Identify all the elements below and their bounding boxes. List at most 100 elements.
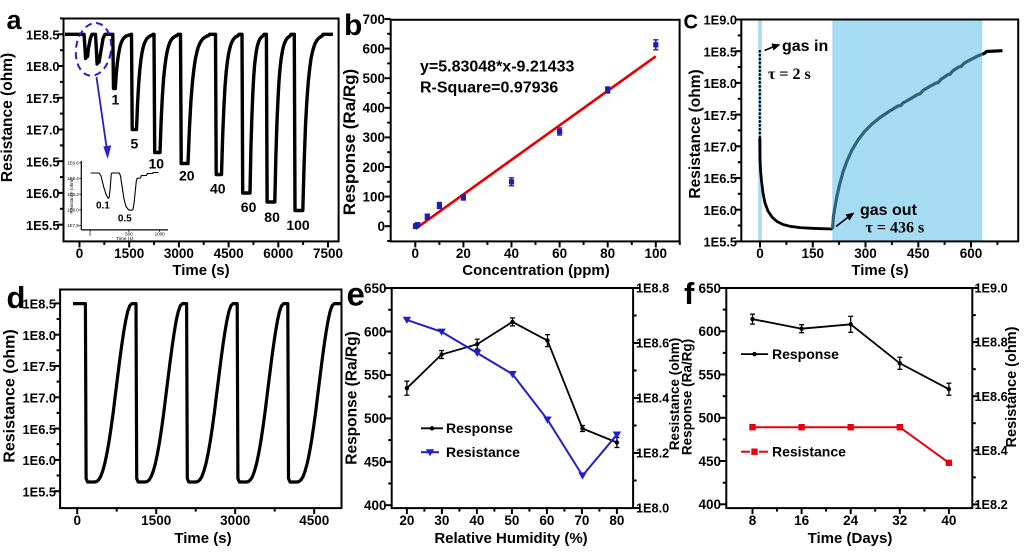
svg-text:600: 600 [362, 41, 385, 56]
svg-text:40: 40 [941, 513, 956, 528]
svg-text:1E6.0: 1E6.0 [704, 203, 737, 218]
svg-text:100: 100 [362, 189, 385, 204]
svg-text:400: 400 [364, 498, 387, 513]
svg-text:Response (Ra/Rg): Response (Ra/Rg) [344, 331, 361, 465]
svg-text:Time (s): Time (s) [174, 530, 231, 547]
svg-text:400: 400 [698, 497, 721, 512]
svg-text:1E7.8: 1E7.8 [67, 223, 79, 228]
svg-text:1E6.5: 1E6.5 [23, 422, 56, 437]
svg-text:650: 650 [364, 281, 387, 296]
svg-text:20: 20 [399, 513, 414, 528]
svg-text:1E7.0: 1E7.0 [26, 123, 59, 138]
svg-text:40: 40 [210, 181, 226, 197]
svg-text:Resistance (ohm): Resistance (ohm) [1004, 326, 1020, 447]
svg-text:y=5.83048*x-9.21433: y=5.83048*x-9.21433 [420, 59, 574, 76]
svg-text:80: 80 [600, 246, 615, 261]
svg-text:40: 40 [469, 513, 484, 528]
svg-text:1E8.4: 1E8.4 [67, 176, 79, 181]
svg-text:1E6.5: 1E6.5 [26, 154, 59, 169]
svg-text:1E8.5: 1E8.5 [704, 44, 737, 59]
svg-text:32: 32 [892, 513, 907, 528]
svg-text:1E8.6: 1E8.6 [67, 160, 79, 165]
svg-text:60: 60 [552, 246, 567, 261]
svg-text:550: 550 [364, 368, 387, 383]
svg-text:0: 0 [76, 246, 84, 261]
svg-text:300: 300 [362, 130, 385, 145]
svg-text:e: e [347, 276, 365, 313]
svg-text:3000: 3000 [220, 513, 250, 528]
svg-text:1E9.0: 1E9.0 [975, 282, 1008, 296]
svg-text:10: 10 [149, 156, 165, 172]
svg-text:1E8.6: 1E8.6 [975, 390, 1008, 404]
svg-text:1E5.5: 1E5.5 [704, 235, 737, 250]
svg-text:a: a [7, 5, 23, 35]
svg-text:600: 600 [364, 324, 387, 339]
svg-text:300: 300 [854, 246, 877, 261]
svg-text:Response (Ra/Rg): Response (Ra/Rg) [340, 69, 359, 215]
svg-text:1E7.0: 1E7.0 [23, 391, 56, 406]
svg-text:1E8.0: 1E8.0 [704, 76, 737, 91]
svg-text:0: 0 [73, 513, 81, 528]
svg-text:700: 700 [362, 12, 385, 27]
svg-text:450: 450 [907, 246, 930, 261]
svg-text:b: b [344, 9, 362, 42]
svg-text:Relative Humidity (%): Relative Humidity (%) [434, 530, 587, 547]
svg-text:1E8.0: 1E8.0 [67, 208, 79, 213]
svg-text:1E7.5: 1E7.5 [23, 359, 56, 374]
svg-text:16: 16 [794, 513, 810, 528]
svg-text:0: 0 [756, 246, 764, 261]
svg-text:40: 40 [504, 246, 519, 261]
svg-text:Time (Days): Time (Days) [808, 530, 893, 547]
svg-text:1E8.5: 1E8.5 [23, 297, 56, 312]
svg-text:τ = 436 s: τ = 436 s [866, 220, 925, 237]
svg-text:1000: 1000 [155, 231, 166, 236]
svg-text:70: 70 [574, 513, 589, 528]
svg-text:d: d [7, 280, 26, 315]
svg-text:1: 1 [112, 92, 120, 108]
svg-text:1E8.8: 1E8.8 [636, 282, 669, 296]
svg-text:550: 550 [698, 367, 721, 382]
svg-text:1E7.5: 1E7.5 [26, 91, 59, 106]
svg-text:80: 80 [609, 513, 624, 528]
svg-text:60: 60 [539, 513, 554, 528]
svg-text:4500: 4500 [299, 513, 329, 528]
svg-text:24: 24 [843, 513, 859, 528]
svg-text:Response (Ra/Rg): Response (Ra/Rg) [680, 339, 695, 455]
svg-text:80: 80 [264, 209, 280, 225]
svg-text:30: 30 [434, 513, 449, 528]
svg-text:1E6.0: 1E6.0 [23, 453, 56, 468]
svg-text:1E8.4: 1E8.4 [975, 444, 1008, 458]
svg-text:150: 150 [801, 246, 824, 261]
svg-text:1E5.5: 1E5.5 [26, 218, 59, 233]
svg-text:20: 20 [179, 168, 195, 184]
svg-text:1E8.2: 1E8.2 [636, 447, 669, 461]
svg-text:τ = 2 s: τ = 2 s [768, 66, 811, 83]
svg-text:0: 0 [377, 219, 385, 234]
svg-text:gas out: gas out [860, 202, 918, 219]
svg-text:20: 20 [456, 246, 471, 261]
svg-text:Response: Response [446, 420, 513, 436]
svg-text:100: 100 [286, 217, 310, 233]
svg-text:600: 600 [960, 246, 983, 261]
svg-text:6000: 6000 [263, 246, 293, 261]
svg-text:450: 450 [364, 455, 387, 470]
svg-text:Resistance (ohm): Resistance (ohm) [687, 69, 704, 198]
svg-text:Resistance: Resistance [446, 444, 520, 460]
svg-text:3000: 3000 [164, 246, 194, 261]
svg-text:500: 500 [698, 411, 721, 426]
svg-text:1500: 1500 [141, 513, 171, 528]
svg-text:1E6.5: 1E6.5 [704, 171, 737, 186]
svg-text:500: 500 [362, 71, 385, 86]
svg-text:Time (s): Time (s) [172, 262, 229, 279]
svg-text:0: 0 [89, 231, 92, 236]
svg-text:R-Square=0.97936: R-Square=0.97936 [420, 80, 558, 97]
svg-text:f: f [684, 276, 695, 311]
svg-text:0.5: 0.5 [118, 214, 132, 225]
svg-text:450: 450 [698, 454, 721, 469]
svg-text:200: 200 [362, 160, 385, 175]
svg-text:1E7.5: 1E7.5 [704, 108, 737, 123]
svg-text:Concentration (ppm): Concentration (ppm) [462, 262, 610, 279]
svg-text:0: 0 [412, 246, 420, 261]
svg-text:400: 400 [362, 101, 385, 116]
svg-text:Resistance (ohm): Resistance (ohm) [667, 338, 682, 451]
